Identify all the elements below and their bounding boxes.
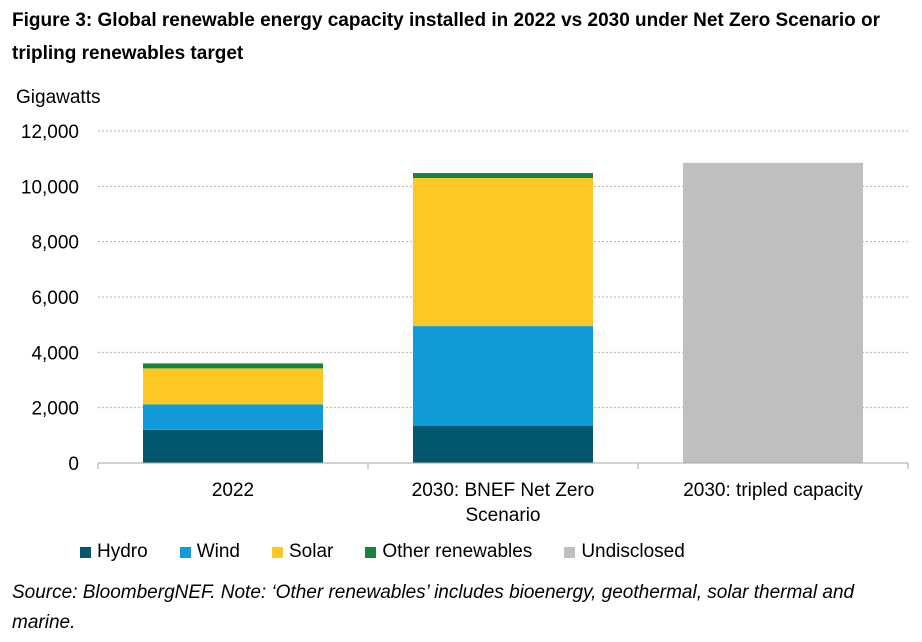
y-tick-label: 6,000: [31, 288, 79, 309]
figure-title: Figure 3: Global renewable energy capaci…: [12, 10, 880, 64]
x-tick-label: 2022: [212, 480, 254, 501]
bar-segment-other-renewables: [413, 173, 593, 179]
legend-label: Hydro: [97, 541, 148, 562]
source-note: Source: BloombergNEF. Note: ‘Other renew…: [12, 582, 855, 633]
legend-label: Undisclosed: [581, 541, 685, 562]
y-tick-label: 0: [68, 454, 79, 475]
bar-segment-wind: [413, 326, 593, 426]
legend-label: Solar: [288, 541, 334, 562]
legend-swatch: [564, 546, 576, 558]
legend-item: Other renewables: [365, 541, 532, 563]
x-tick-label: 2030: BNEF Net Zero Scenario: [412, 480, 595, 526]
y-axis-label: Gigawatts: [16, 87, 100, 108]
legend-swatch: [179, 546, 191, 558]
legend-label: Other renewables: [382, 541, 533, 562]
legend-item: Hydro: [80, 541, 148, 563]
x-tick-label: 2030: tripled capacity: [683, 480, 863, 501]
legend: Hydro Wind Solar Other renewables Undisclose…: [80, 538, 717, 566]
legend-swatch: [271, 546, 283, 558]
legend-swatch: [365, 546, 377, 558]
legend-item: Solar: [271, 541, 334, 563]
bar-segment-undisclosed: [683, 162, 863, 464]
bar-segment-other-renewables: [143, 363, 323, 369]
bar-segment-hydro: [413, 425, 593, 463]
bar-segment-wind: [143, 404, 323, 430]
legend-label: Wind: [196, 541, 240, 562]
legend-item: Wind: [179, 541, 240, 563]
stacked-bar-chart: Gigawatts 0 2,000 4,000 6,000 8,000 10,000 12,0…: [16, 87, 909, 526]
bar-segment-hydro: [143, 429, 323, 463]
y-tick-label: 10,000: [21, 177, 79, 198]
y-tick-label: 4,000: [31, 343, 79, 364]
y-tick-label: 8,000: [31, 233, 79, 254]
legend-item: Undisclosed: [564, 541, 685, 563]
bar-segment-solar: [413, 178, 593, 327]
y-tick-label: 12,000: [21, 122, 79, 143]
legend-swatch: [80, 546, 91, 558]
y-tick-label: 2,000: [31, 399, 79, 420]
bar-segment-solar: [143, 368, 323, 405]
